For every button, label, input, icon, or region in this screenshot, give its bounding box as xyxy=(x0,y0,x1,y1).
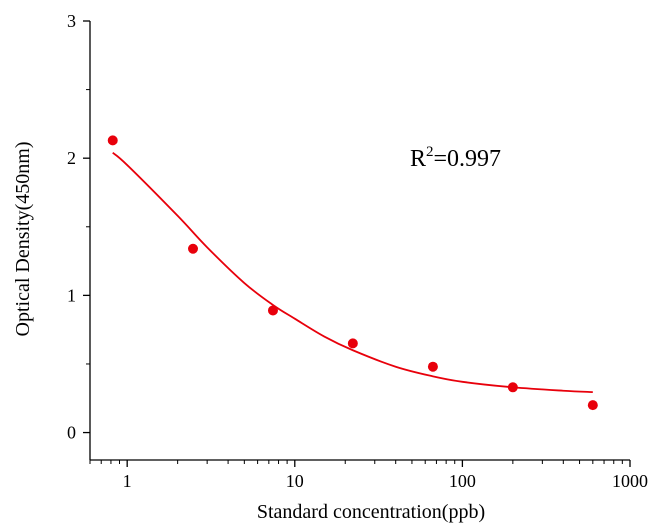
axes xyxy=(89,21,630,461)
y-tick-label: 3 xyxy=(67,11,76,31)
x-tick-label: 10 xyxy=(286,471,304,491)
y-tick-label: 0 xyxy=(67,423,76,443)
data-point xyxy=(188,243,199,254)
y-axis-ticks: 0 1 2 3 xyxy=(67,11,90,443)
data-point xyxy=(347,338,358,349)
r-squared-superscript: 2 xyxy=(426,144,434,160)
x-tick-label: 1 xyxy=(123,471,132,491)
r-squared-base: R xyxy=(410,146,426,172)
data-point xyxy=(587,400,598,411)
data-point xyxy=(427,361,438,372)
data-point xyxy=(507,382,518,393)
data-points-layer xyxy=(107,135,598,411)
x-tick-label: 1000 xyxy=(612,471,648,491)
y-tick-label: 2 xyxy=(67,148,76,168)
r-squared-value: =0.997 xyxy=(434,146,502,172)
x-axis-title: Standard concentration(ppb) xyxy=(257,501,485,523)
r-squared-annotation: R2=0.997 xyxy=(410,144,501,172)
x-tick-label: 100 xyxy=(449,471,476,491)
x-axis-ticks: 1 10 100 1000 xyxy=(89,460,648,491)
data-point xyxy=(107,135,118,146)
data-point xyxy=(267,305,278,316)
y-tick-label: 1 xyxy=(67,285,76,305)
y-axis-title: Optical Density(450nm) xyxy=(12,142,34,337)
fit-curve-line xyxy=(112,152,593,393)
fit-curve-layer xyxy=(112,152,593,393)
